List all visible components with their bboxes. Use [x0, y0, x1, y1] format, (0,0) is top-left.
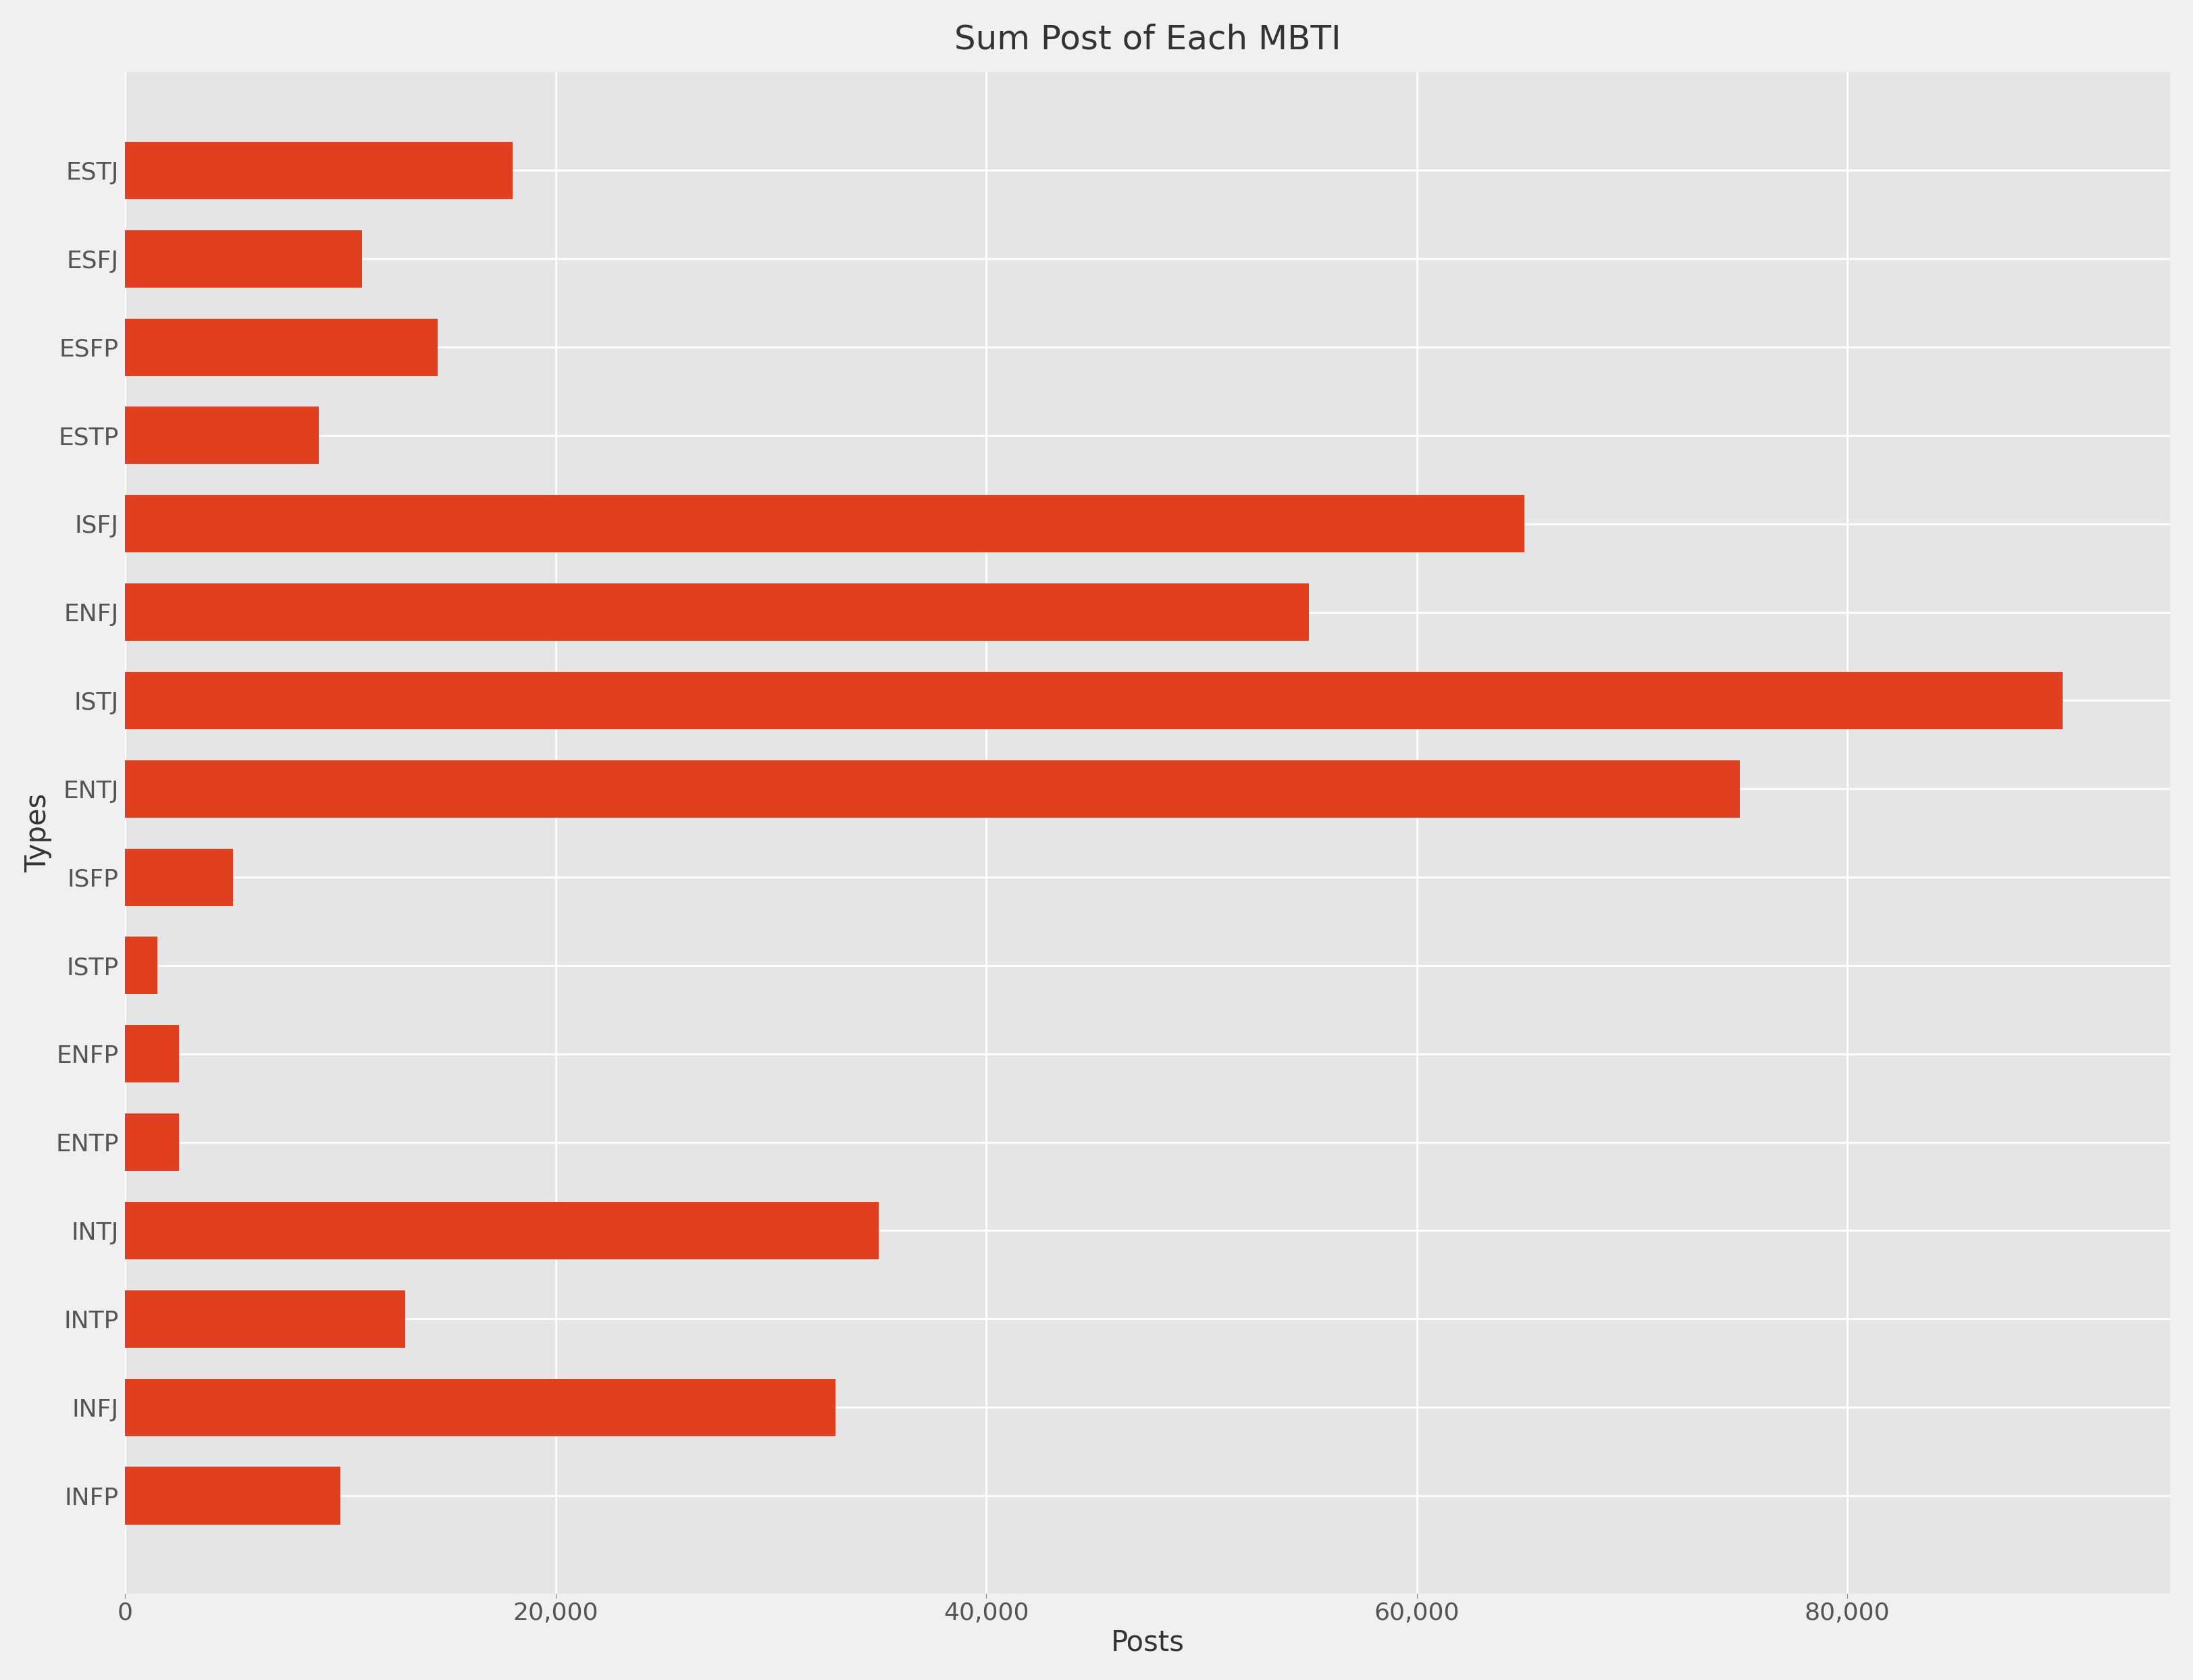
- Bar: [125, 1379, 836, 1436]
- Bar: [125, 1114, 180, 1171]
- Bar: [125, 496, 1524, 553]
- Bar: [125, 1201, 879, 1260]
- Bar: [125, 1290, 406, 1347]
- Bar: [125, 319, 436, 376]
- Bar: [125, 937, 158, 995]
- Bar: [125, 583, 1309, 640]
- Bar: [125, 848, 232, 906]
- Bar: [125, 407, 318, 464]
- X-axis label: Posts: Posts: [1110, 1628, 1184, 1656]
- Title: Sum Post of Each MBTI: Sum Post of Each MBTI: [954, 24, 1340, 55]
- Bar: [125, 141, 513, 200]
- Bar: [125, 759, 1739, 818]
- Y-axis label: Types: Types: [24, 793, 53, 872]
- Bar: [125, 1467, 340, 1524]
- Bar: [125, 230, 362, 287]
- Bar: [125, 672, 2061, 729]
- Bar: [125, 1025, 180, 1082]
